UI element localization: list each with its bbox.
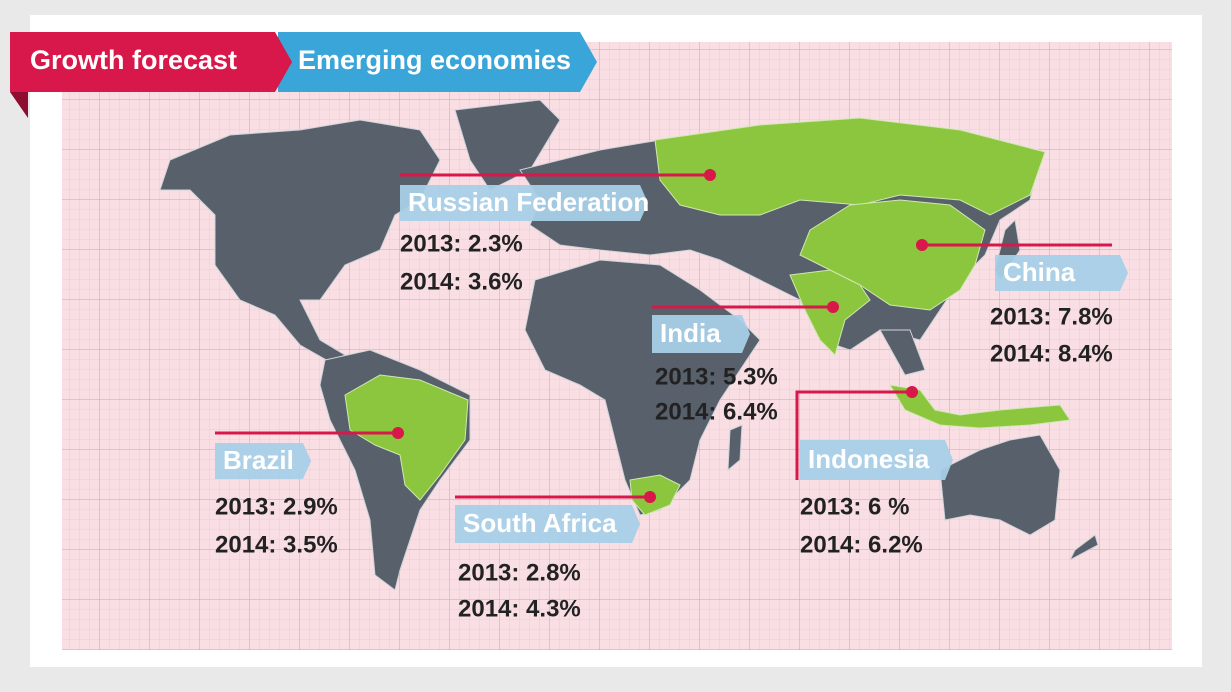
north-america [159, 119, 441, 363]
pointer-dot [704, 169, 716, 181]
pointer-line [795, 390, 912, 480]
forecast: 2013: 2.8% [458, 559, 581, 586]
country-name: China [1003, 257, 1076, 287]
forecast: 2013: 6 % [800, 493, 909, 520]
pointer-dot [392, 427, 404, 439]
country-name: Russian Federation [408, 187, 649, 217]
tag-fold [10, 92, 28, 118]
country-name: India [660, 318, 721, 348]
forecast: 2013: 2.3% [400, 230, 523, 257]
australia [939, 434, 1061, 536]
brazil [344, 374, 469, 501]
pointer-dot [827, 301, 839, 313]
pointer-dot [644, 491, 656, 503]
pointer-dot [916, 239, 928, 251]
russia [654, 117, 1046, 216]
pointer-dot [906, 386, 918, 398]
forecast: 2014: 4.3% [458, 595, 581, 622]
world-map [159, 99, 1099, 591]
subtitle-tag [278, 32, 597, 92]
callouts: Russian Federation 2013: 2.3% 2014: 3.6% Ch… [215, 169, 1128, 622]
forecast: 2013: 2.9% [215, 493, 338, 520]
forecast: 2014: 6.4% [655, 398, 778, 425]
name-tag [652, 315, 750, 353]
forecast: 2014: 8.4% [990, 340, 1113, 367]
title: Growth forecast [30, 45, 237, 75]
new-zealand [1068, 534, 1099, 562]
forecast: 2014: 6.2% [800, 531, 923, 558]
name-tag [400, 185, 648, 221]
forecast: 2014: 3.5% [215, 531, 338, 558]
name-tag [800, 440, 953, 480]
madagascar [727, 424, 743, 472]
forecast: 2013: 5.3% [655, 363, 778, 390]
title-tag [10, 32, 292, 92]
country-name: Indonesia [808, 444, 930, 474]
indonesia [889, 384, 1071, 429]
name-tag [995, 255, 1128, 291]
forecast: 2013: 7.8% [990, 303, 1113, 330]
subtitle: Emerging economies [298, 45, 571, 75]
forecast: 2014: 3.6% [400, 268, 523, 295]
country-name: Brazil [223, 445, 294, 475]
india [789, 269, 871, 356]
name-tag [215, 443, 311, 479]
name-tag [455, 505, 640, 543]
country-name: South Africa [463, 508, 617, 538]
header: Growth forecast Emerging economies [10, 32, 597, 118]
se-asia [879, 329, 926, 376]
